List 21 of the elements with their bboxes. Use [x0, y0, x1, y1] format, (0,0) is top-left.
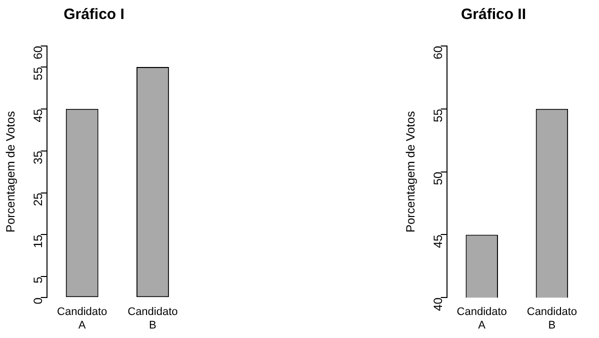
y-tick-label: 55 — [431, 108, 446, 122]
y-tick-label: 60 — [31, 46, 46, 60]
y-tick-label: 5 — [31, 276, 46, 284]
y-tick-label: 0 — [31, 297, 46, 304]
y-tick-label: 60 — [431, 46, 446, 60]
y-tick-label: 55 — [31, 66, 46, 80]
x-tick-label: Candidato A — [456, 306, 507, 332]
x-tick-label: Candidato A — [57, 306, 108, 332]
x-tick-label: Candidato B — [526, 306, 578, 332]
y-tick-label: 25 — [31, 192, 46, 206]
chart-title: Gráfico II — [460, 6, 526, 24]
y-axis-title: Porcentagem de Votos — [404, 111, 418, 233]
y-tick-label: 45 — [31, 108, 46, 122]
y-tick-label: 15 — [31, 234, 46, 248]
y-tick-label: 45 — [431, 234, 446, 248]
y-axis-title: Porcentagem de Votos — [4, 111, 18, 233]
y-tick-label: 40 — [431, 297, 446, 311]
chart-title: Gráfico I — [64, 6, 124, 24]
x-tick-label: Candidato B — [128, 306, 178, 332]
y-tick-label: 50 — [431, 171, 446, 186]
y-tick-label: 35 — [31, 150, 46, 164]
